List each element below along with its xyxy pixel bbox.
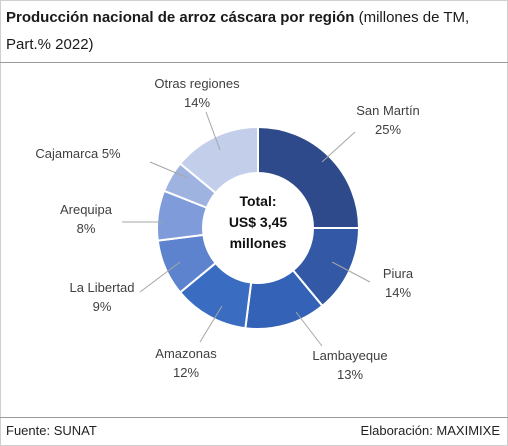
slice-category-label: La Libertad	[69, 280, 134, 295]
leader-lines	[122, 111, 371, 347]
slice-category-label: Arequipa	[60, 202, 113, 217]
leader-line	[331, 261, 371, 283]
leader-line	[321, 131, 356, 163]
donut-chart: San Martín 25% Piura 14% Lambayeque 13% Amazon…	[35, 76, 419, 382]
slice-otras-regiones	[178, 125, 259, 195]
slice-category-label: Amazonas	[155, 346, 217, 361]
slice-value-label: 13%	[337, 367, 363, 382]
chart-title-rest: (millones de TM, Part.% 2022)	[6, 9, 470, 53]
slice-category-label: Piura	[383, 266, 414, 281]
slice-value-label: 8%	[77, 221, 96, 236]
slice-category-label: Otras regiones	[154, 76, 240, 91]
slice-value-label: 12%	[173, 365, 199, 380]
slice-value-label: 14%	[385, 285, 411, 300]
slice-value-label: 25%	[375, 122, 401, 137]
leader-line	[139, 261, 181, 293]
slice-san-martín	[257, 125, 361, 229]
slice-label: Cajamarca 5%	[35, 146, 121, 161]
chart-title-bold: Producción nacional de arroz cáscara por…	[6, 9, 355, 26]
center-text-line: Total:	[239, 193, 276, 209]
credit-note: Elaboración: MAXIMIXE	[360, 423, 500, 438]
leader-line	[149, 161, 189, 179]
leader-line	[199, 305, 223, 343]
slice-labels: San Martín 25% Piura 14% Lambayeque 13% Amazon…	[35, 76, 419, 382]
leader-line	[295, 311, 323, 347]
donut-center-text: Total: US$ 3,45 millones	[229, 193, 288, 251]
chart-title: Producción nacional de arroz cáscara por…	[6, 4, 500, 58]
slice-category-label: Lambayeque	[312, 348, 387, 363]
slice-category-label: San Martín	[356, 103, 420, 118]
title-divider	[0, 62, 508, 63]
source-note: Fuente: SUNAT	[6, 423, 97, 438]
leader-line	[205, 111, 221, 151]
center-text-line: millones	[230, 235, 287, 251]
slice-value-label: 9%	[93, 299, 112, 314]
slice-value-label: 14%	[184, 95, 210, 110]
center-text-line: US$ 3,45	[229, 214, 288, 230]
footer-divider	[0, 417, 508, 418]
